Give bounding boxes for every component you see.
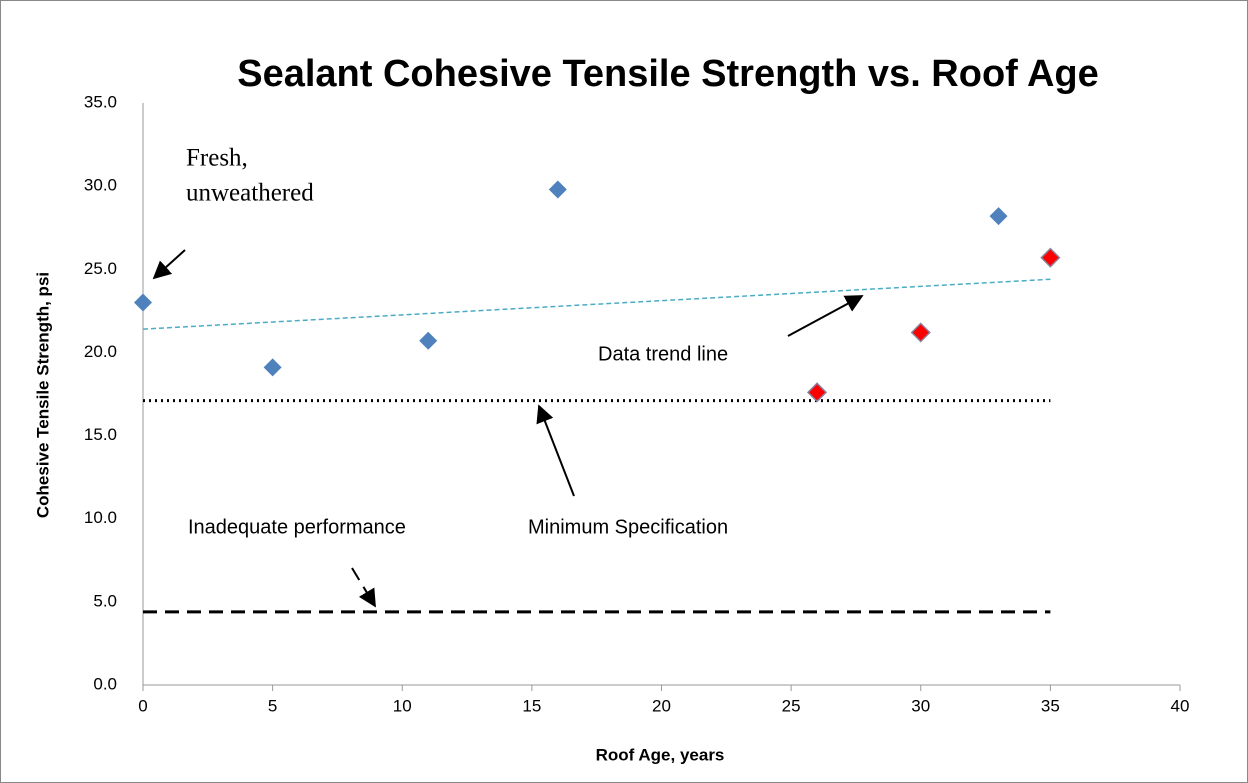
y-tick-label: 35.0 bbox=[84, 92, 117, 111]
x-tick-label: 0 bbox=[138, 696, 147, 715]
x-tick-label: 40 bbox=[1171, 696, 1190, 715]
x-tick-label: 5 bbox=[268, 696, 277, 715]
annotation: Inadequate performance bbox=[188, 516, 406, 538]
y-tick-label: 10.0 bbox=[84, 508, 117, 527]
y-tick-label: 30.0 bbox=[84, 176, 117, 195]
point bbox=[989, 207, 1008, 226]
arrow bbox=[152, 249, 186, 280]
annotation: Fresh, bbox=[186, 145, 248, 172]
y-tick-label: 0.0 bbox=[93, 674, 117, 693]
point bbox=[548, 180, 567, 199]
y-tick-label: 25.0 bbox=[84, 259, 117, 278]
y-axis-label: Cohesive Tensile Strength, psi bbox=[33, 272, 52, 518]
point bbox=[419, 331, 438, 350]
point bbox=[910, 322, 931, 343]
chart-title: Sealant Cohesive Tensile Strength vs. Ro… bbox=[237, 53, 1099, 95]
point bbox=[134, 293, 152, 312]
point bbox=[263, 358, 282, 377]
arrow bbox=[351, 567, 376, 608]
point bbox=[1040, 247, 1061, 268]
x-tick-label: 25 bbox=[782, 696, 801, 715]
x-tick-label: 35 bbox=[1041, 696, 1060, 715]
x-tick-label: 15 bbox=[522, 696, 541, 715]
y-tick-label: 15.0 bbox=[84, 425, 117, 444]
arrow bbox=[787, 295, 864, 337]
x-axis-label: Roof Age, years bbox=[596, 745, 725, 764]
x-tick-label: 30 bbox=[911, 696, 930, 715]
x-tick-label: 10 bbox=[393, 696, 412, 715]
x-tick-label: 20 bbox=[652, 696, 671, 715]
annotation: Minimum Specification bbox=[528, 516, 728, 538]
y-tick-label: 20.0 bbox=[84, 342, 117, 361]
point bbox=[806, 382, 828, 403]
annotation: Data trend line bbox=[598, 343, 728, 365]
y-tick-label: 5.0 bbox=[93, 591, 117, 610]
annotation: unweathered bbox=[186, 180, 314, 207]
arrow bbox=[536, 404, 575, 497]
